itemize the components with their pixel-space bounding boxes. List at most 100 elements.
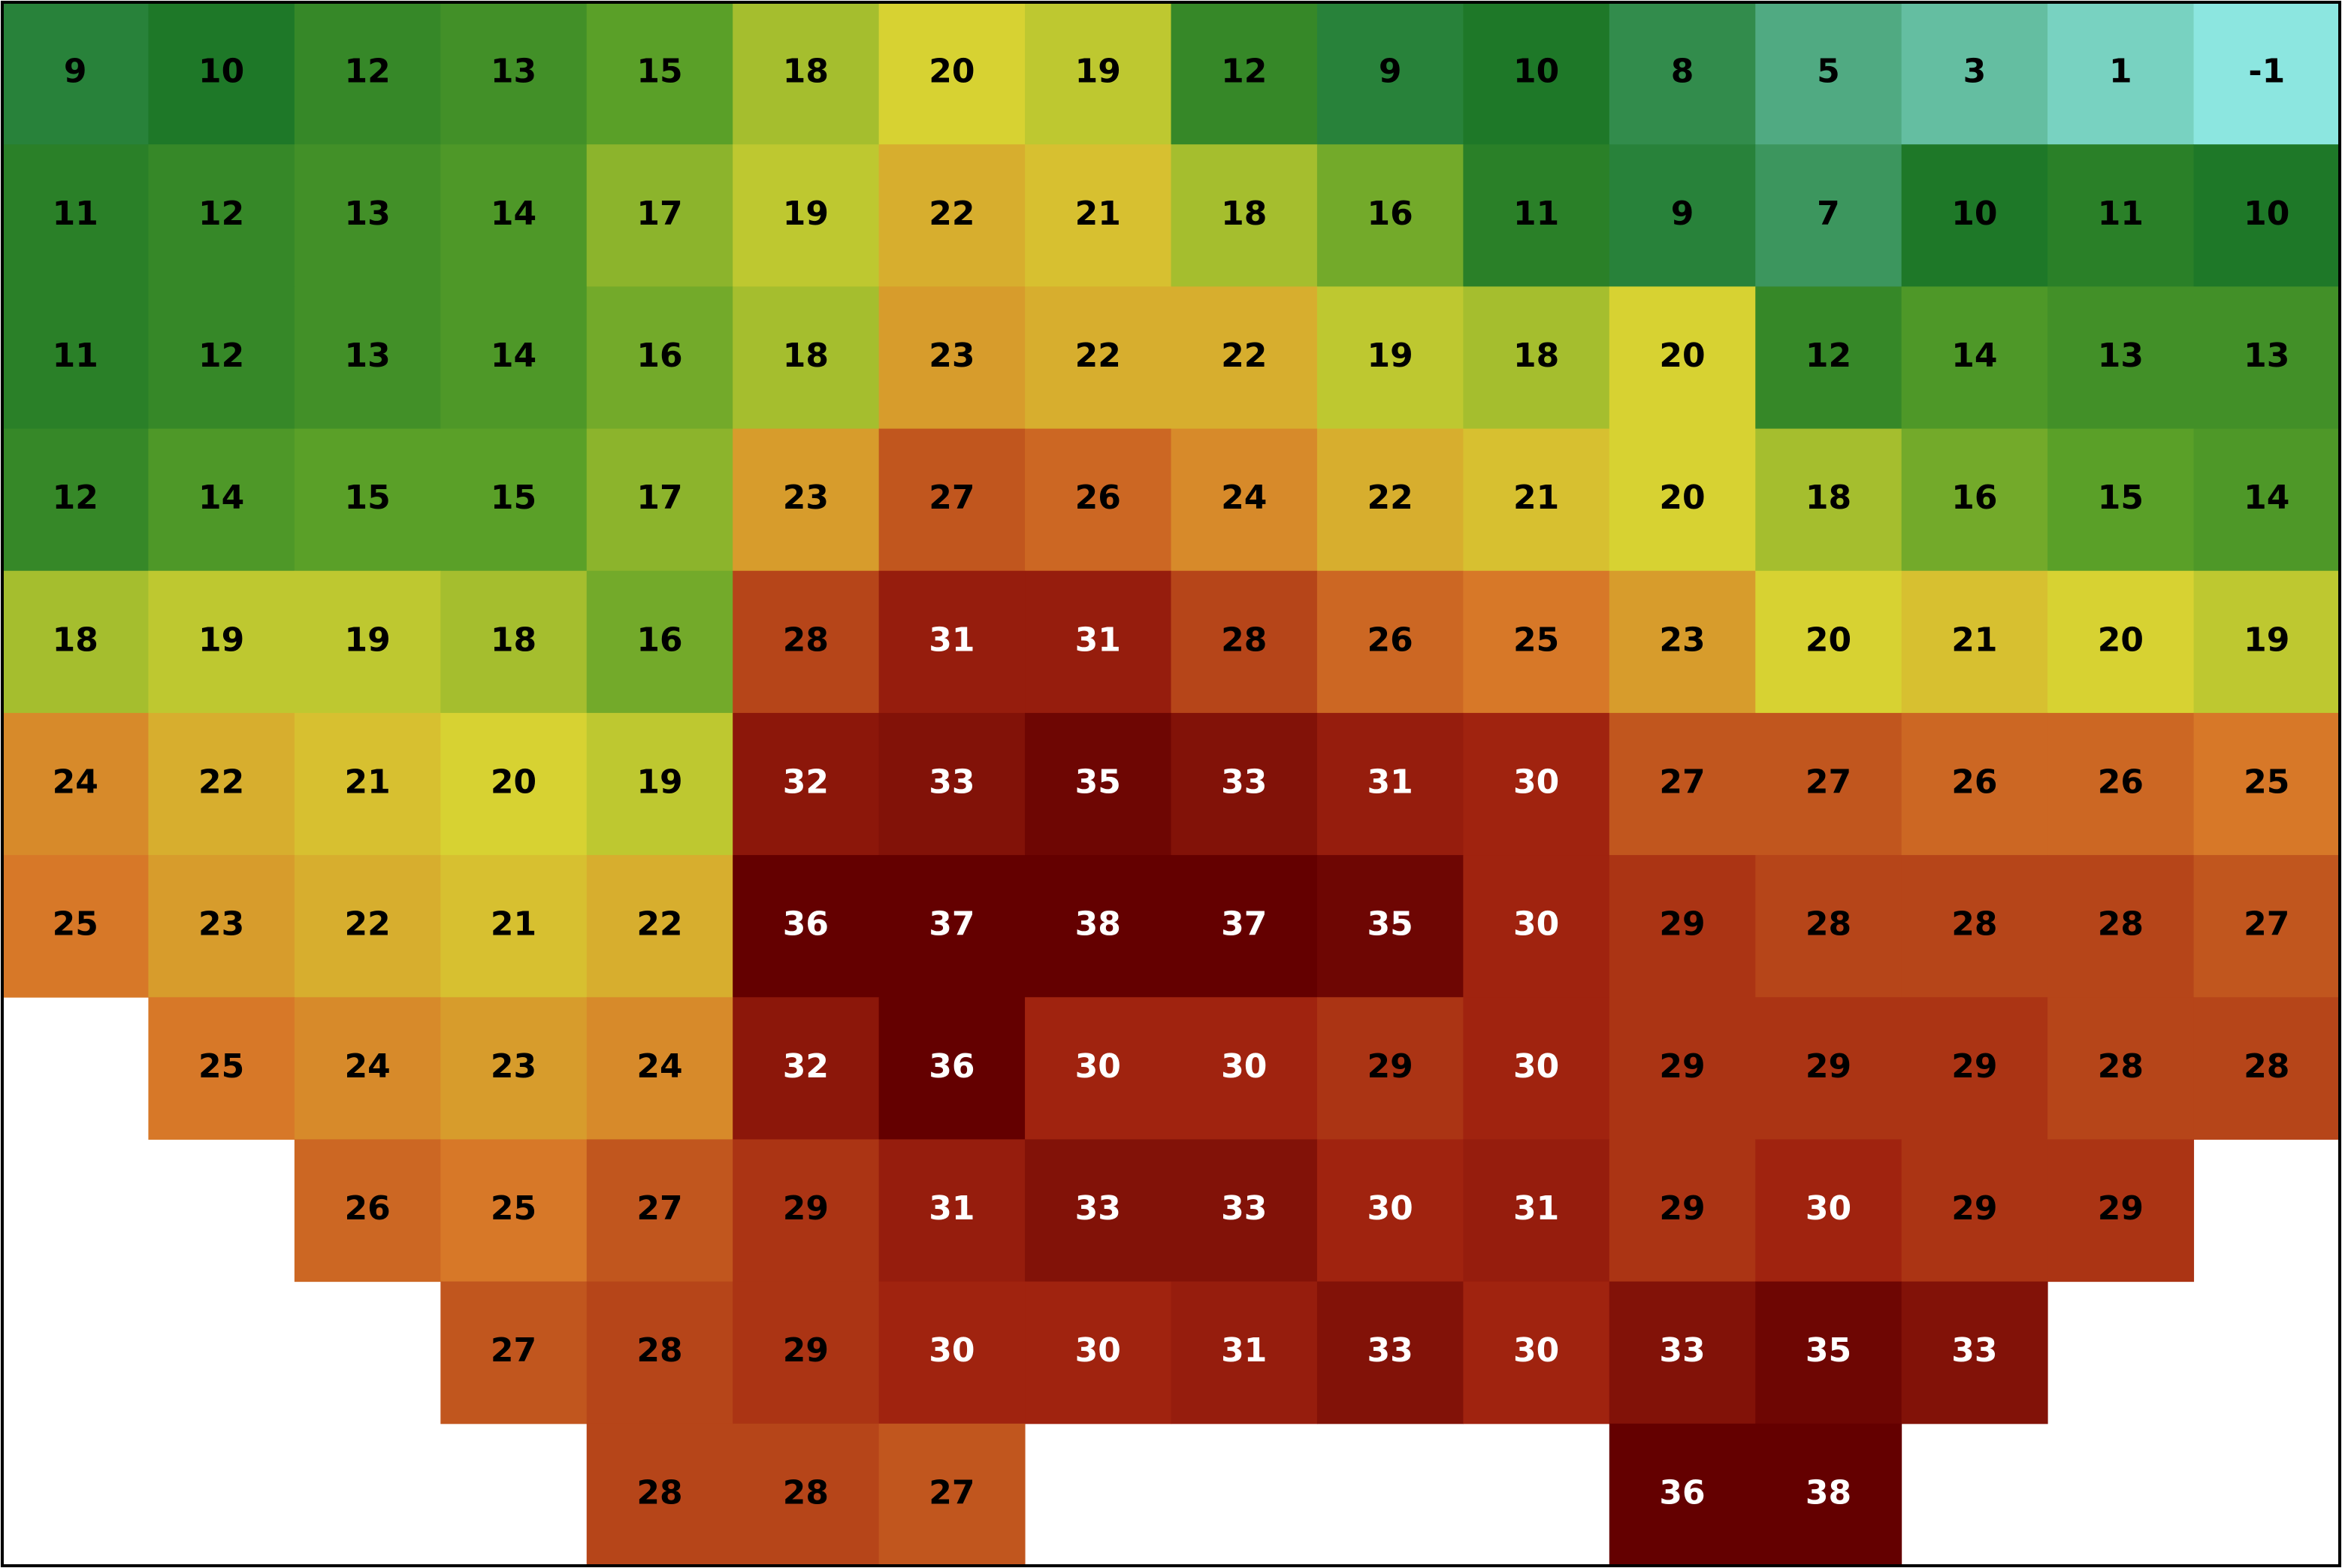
temperature-cell bbox=[294, 855, 441, 998]
temperature-label: 22 bbox=[1221, 337, 1267, 375]
temperature-cell bbox=[1171, 997, 1318, 1140]
temperature-label: 29 bbox=[1659, 905, 1705, 944]
temperature-label: 26 bbox=[1951, 763, 1997, 802]
temperature-cell bbox=[2, 428, 149, 572]
temperature-cell bbox=[1316, 286, 1464, 430]
temperature-cell bbox=[2193, 2, 2340, 145]
temperature-cell bbox=[440, 144, 588, 287]
temperature-cell bbox=[1171, 570, 1318, 714]
temperature-cell bbox=[1463, 144, 1610, 287]
temperature-cell bbox=[1901, 1139, 2048, 1282]
temperature-cell bbox=[878, 1139, 1026, 1282]
temperature-cell bbox=[1316, 1281, 1464, 1424]
temperature-label: 30 bbox=[1513, 763, 1559, 802]
temperature-cell bbox=[2193, 997, 2340, 1140]
temperature-label: 15 bbox=[2098, 479, 2144, 517]
temperature-cell bbox=[1609, 855, 1756, 998]
temperature-cell bbox=[1609, 1281, 1756, 1424]
temperature-label: 19 bbox=[2244, 621, 2289, 659]
temperature-cell bbox=[148, 855, 295, 998]
temperature-label: 29 bbox=[1806, 1047, 1851, 1086]
temperature-cell bbox=[1609, 428, 1756, 572]
temperature-label: 29 bbox=[1659, 1189, 1705, 1228]
temperature-cell bbox=[733, 144, 880, 287]
temperature-cell bbox=[148, 2, 295, 145]
temperature-label: 13 bbox=[2098, 337, 2144, 375]
temperature-label: 33 bbox=[1221, 1189, 1267, 1228]
temperature-label: 28 bbox=[1221, 621, 1267, 659]
temperature-label: 35 bbox=[1367, 905, 1413, 944]
temperature-cell bbox=[2047, 997, 2195, 1140]
temperature-label: 18 bbox=[783, 337, 829, 375]
temperature-cell bbox=[733, 286, 880, 430]
temperature-label: 24 bbox=[636, 1047, 682, 1086]
temperature-cell bbox=[878, 712, 1026, 856]
temperature-cell bbox=[440, 1139, 588, 1282]
temperature-cell bbox=[1025, 1281, 1171, 1424]
temperature-label: 28 bbox=[636, 1331, 682, 1370]
temperature-cell bbox=[1025, 997, 1171, 1140]
temperature-cell bbox=[148, 997, 295, 1140]
temperature-label: 29 bbox=[1951, 1047, 1997, 1086]
temperature-cell bbox=[1316, 712, 1464, 856]
temperature-cell bbox=[1463, 286, 1610, 430]
temperature-label: 17 bbox=[636, 479, 682, 517]
temperature-cell bbox=[1755, 144, 1902, 287]
temperature-label: 18 bbox=[491, 621, 536, 659]
temperature-cell bbox=[1025, 428, 1171, 572]
temperature-label: 36 bbox=[783, 905, 829, 944]
temperature-cell bbox=[1901, 286, 2048, 430]
temperature-label: 18 bbox=[53, 621, 98, 659]
temperature-label: 28 bbox=[783, 621, 829, 659]
temperature-label: 32 bbox=[783, 1047, 829, 1086]
temperature-label: 23 bbox=[491, 1047, 536, 1086]
temperature-cell bbox=[1609, 286, 1756, 430]
temperature-label: 20 bbox=[1806, 621, 1851, 659]
temperature-cell bbox=[1901, 712, 2048, 856]
temperature-cell bbox=[1171, 1139, 1318, 1282]
temperature-label: 26 bbox=[344, 1189, 390, 1228]
temperature-cell bbox=[1755, 855, 1902, 998]
temperature-cell bbox=[2, 855, 149, 998]
temperature-cell bbox=[2193, 570, 2340, 714]
temperature-label: 36 bbox=[1659, 1473, 1705, 1512]
temperature-cell bbox=[1025, 286, 1171, 430]
temperature-cell bbox=[1755, 428, 1902, 572]
temperature-label: 11 bbox=[53, 195, 98, 233]
temperature-label: 12 bbox=[1221, 53, 1267, 91]
temperature-label: 23 bbox=[1659, 621, 1705, 659]
temperature-cell bbox=[2, 570, 149, 714]
temperature-label: 28 bbox=[1951, 905, 1997, 944]
temperature-label: 3 bbox=[1963, 53, 1987, 91]
temperature-label: 14 bbox=[2244, 479, 2289, 517]
temperature-label: 30 bbox=[1513, 1331, 1559, 1370]
temperature-cell bbox=[1171, 855, 1318, 998]
temperature-cell bbox=[2, 712, 149, 856]
temperature-cell bbox=[2, 286, 149, 430]
temperature-cell bbox=[878, 1281, 1026, 1424]
temperature-label: 23 bbox=[929, 337, 975, 375]
temperature-label: 36 bbox=[929, 1047, 975, 1086]
temperature-cell bbox=[1901, 1281, 2048, 1424]
temperature-label: 18 bbox=[1513, 337, 1559, 375]
temperature-cell bbox=[1463, 1139, 1610, 1282]
temperature-label: 25 bbox=[2244, 763, 2289, 802]
temperature-label: 33 bbox=[1367, 1331, 1413, 1370]
temperature-cell bbox=[586, 286, 733, 430]
temperature-label: 19 bbox=[636, 763, 682, 802]
temperature-cell bbox=[586, 712, 733, 856]
temperature-label: 21 bbox=[1513, 479, 1559, 517]
temperature-label: 35 bbox=[1806, 1331, 1851, 1370]
temperature-cell bbox=[1755, 997, 1902, 1140]
temperature-label: 37 bbox=[929, 905, 975, 944]
temperature-label: 1 bbox=[2109, 53, 2132, 91]
temperature-cell bbox=[1316, 2, 1464, 145]
temperature-label: 26 bbox=[2098, 763, 2144, 802]
temperature-cell bbox=[294, 428, 441, 572]
temperature-label: 28 bbox=[1806, 905, 1851, 944]
temperature-cell bbox=[1609, 570, 1756, 714]
temperature-label: 12 bbox=[198, 195, 244, 233]
temperature-label: 15 bbox=[636, 53, 682, 91]
temperature-cell bbox=[586, 997, 733, 1140]
temperature-label: 33 bbox=[1659, 1331, 1705, 1370]
